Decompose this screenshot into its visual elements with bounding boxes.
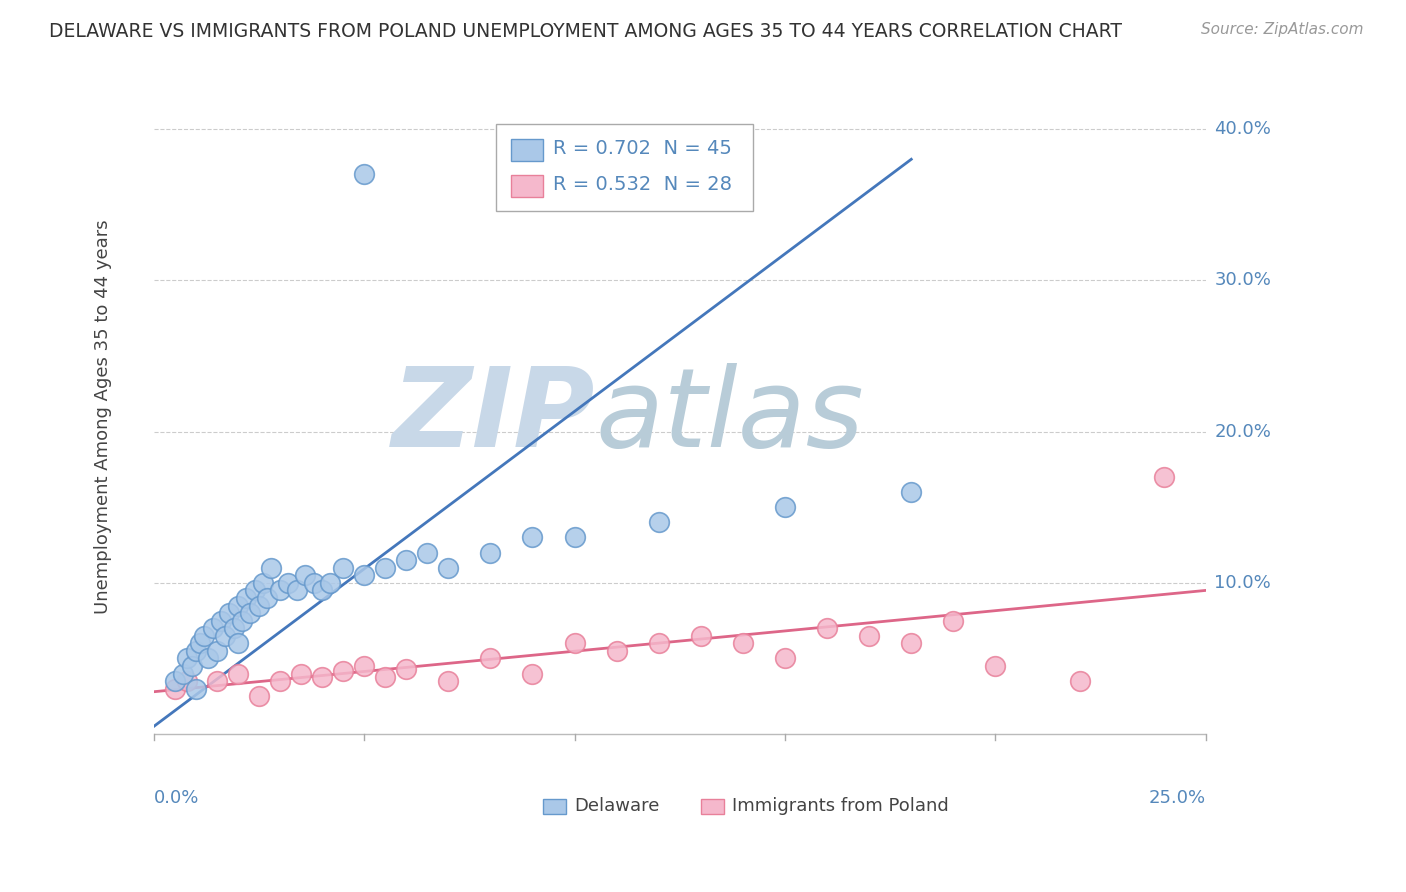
Point	[193, 629, 215, 643]
Point	[176, 651, 198, 665]
Point	[277, 575, 299, 590]
Text: 40.0%: 40.0%	[1215, 120, 1271, 138]
Point	[522, 666, 544, 681]
Text: R = 0.702  N = 45: R = 0.702 N = 45	[554, 139, 733, 158]
FancyBboxPatch shape	[512, 175, 543, 197]
Point	[437, 674, 460, 689]
Text: 20.0%: 20.0%	[1215, 423, 1271, 441]
Text: Source: ZipAtlas.com: Source: ZipAtlas.com	[1201, 22, 1364, 37]
Point	[648, 636, 671, 650]
Point	[395, 553, 418, 567]
Point	[332, 664, 354, 678]
Text: DELAWARE VS IMMIGRANTS FROM POLAND UNEMPLOYMENT AMONG AGES 35 TO 44 YEARS CORREL: DELAWARE VS IMMIGRANTS FROM POLAND UNEMP…	[49, 22, 1122, 41]
Point	[285, 583, 308, 598]
Point	[416, 545, 439, 559]
FancyBboxPatch shape	[512, 139, 543, 161]
Point	[353, 168, 375, 182]
Text: R = 0.532  N = 28: R = 0.532 N = 28	[554, 175, 733, 194]
Point	[184, 644, 207, 658]
Point	[353, 659, 375, 673]
Point	[269, 674, 291, 689]
Point	[332, 560, 354, 574]
Point	[256, 591, 278, 605]
Point	[235, 591, 257, 605]
Point	[522, 531, 544, 545]
Point	[180, 659, 202, 673]
FancyBboxPatch shape	[700, 799, 724, 814]
Point	[176, 674, 198, 689]
Point	[205, 644, 228, 658]
Point	[374, 670, 396, 684]
Point	[294, 568, 316, 582]
Point	[689, 629, 711, 643]
Point	[260, 560, 283, 574]
Point	[197, 651, 219, 665]
Point	[247, 599, 270, 613]
Point	[172, 666, 194, 681]
Point	[214, 629, 236, 643]
Point	[218, 606, 240, 620]
Point	[479, 545, 502, 559]
Point	[942, 614, 965, 628]
Point	[226, 599, 249, 613]
Text: atlas: atlas	[596, 363, 865, 470]
Point	[201, 621, 224, 635]
Text: 25.0%: 25.0%	[1149, 789, 1206, 806]
Point	[163, 681, 186, 696]
Point	[205, 674, 228, 689]
Text: ZIP: ZIP	[392, 363, 596, 470]
Point	[731, 636, 754, 650]
Point	[239, 606, 262, 620]
Point	[773, 500, 796, 515]
Point	[353, 568, 375, 582]
Text: 10.0%: 10.0%	[1215, 574, 1271, 591]
Point	[231, 614, 253, 628]
Point	[209, 614, 232, 628]
Point	[243, 583, 266, 598]
Point	[900, 485, 922, 500]
Point	[302, 575, 325, 590]
Text: Immigrants from Poland: Immigrants from Poland	[733, 797, 949, 815]
Point	[163, 674, 186, 689]
Point	[900, 636, 922, 650]
Point	[311, 583, 333, 598]
Point	[479, 651, 502, 665]
Point	[247, 690, 270, 704]
Text: Delaware: Delaware	[575, 797, 659, 815]
Text: 30.0%: 30.0%	[1215, 271, 1271, 289]
Point	[188, 636, 211, 650]
Point	[374, 560, 396, 574]
Point	[252, 575, 274, 590]
Point	[311, 670, 333, 684]
Point	[226, 666, 249, 681]
Text: Unemployment Among Ages 35 to 44 years: Unemployment Among Ages 35 to 44 years	[94, 219, 112, 614]
Point	[319, 575, 342, 590]
Point	[184, 681, 207, 696]
Point	[815, 621, 838, 635]
Point	[606, 644, 628, 658]
Point	[648, 516, 671, 530]
Point	[437, 560, 460, 574]
FancyBboxPatch shape	[496, 124, 754, 211]
Point	[564, 636, 586, 650]
Text: 0.0%: 0.0%	[153, 789, 200, 806]
Point	[1069, 674, 1091, 689]
Point	[1153, 470, 1175, 484]
Point	[984, 659, 1007, 673]
Point	[269, 583, 291, 598]
Point	[773, 651, 796, 665]
Point	[858, 629, 880, 643]
Point	[395, 662, 418, 676]
Point	[564, 531, 586, 545]
FancyBboxPatch shape	[543, 799, 567, 814]
Point	[290, 666, 312, 681]
Point	[222, 621, 245, 635]
Point	[226, 636, 249, 650]
